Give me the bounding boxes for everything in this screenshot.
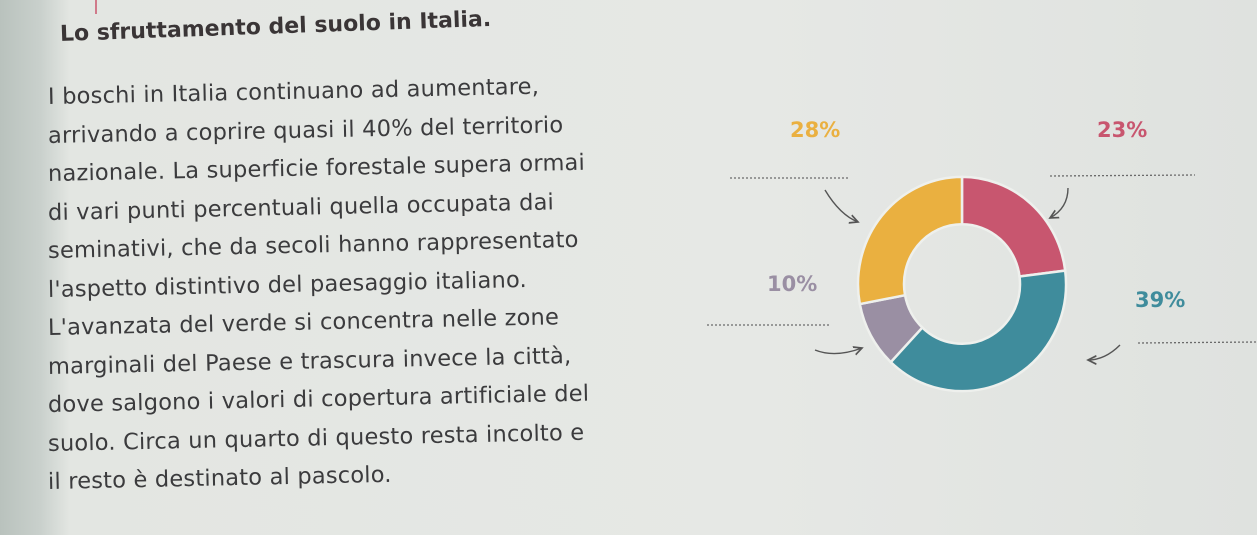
page-number-mark [95,0,137,14]
donut-slice-23 [960,175,1067,278]
label-23: 23% [1097,118,1148,142]
arrow-icon [1088,344,1121,360]
donut-slice-39 [889,269,1068,393]
donut-slice-28 [856,175,964,306]
answer-blank-line [1137,341,1257,344]
label-10: 10% [767,272,818,296]
arrow-icon [814,348,862,354]
arrow-icon [824,189,858,222]
label-28: 28% [790,118,841,142]
arrow-icon [1050,187,1069,218]
answer-blank-line [1049,174,1196,177]
label-39: 39% [1135,288,1186,312]
